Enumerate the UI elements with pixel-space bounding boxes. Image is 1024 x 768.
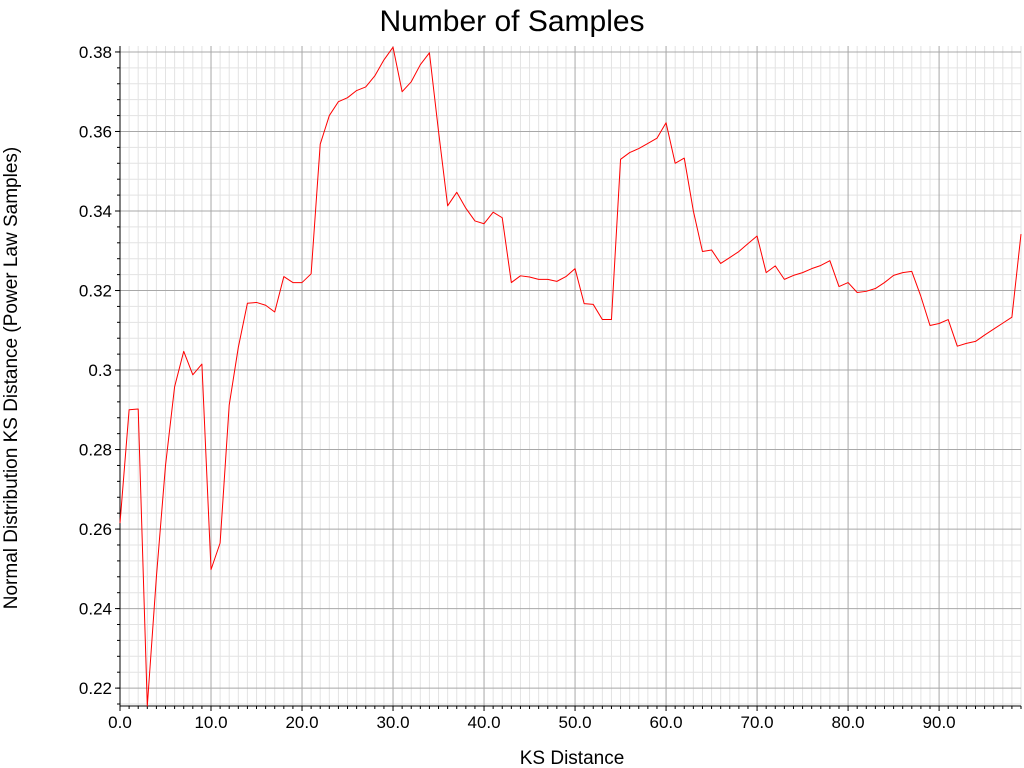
x-axis-ticks: 0.0 10.0 20.0 30.0 40.0 50.0 60.0 70.0 80.0 90.0 xyxy=(108,706,1022,732)
minor-grid xyxy=(120,46,1022,706)
axes xyxy=(119,46,1021,707)
y-axis-ticks: 0.22 0.24 0.26 0.28 0.3 0.32 0.34 0.36 0.38 xyxy=(79,43,120,705)
y-axis-label: Normal Distribution KS Distance (Power L… xyxy=(1,147,22,610)
x-tick-label: 70.0 xyxy=(741,713,774,732)
major-grid xyxy=(119,46,1021,706)
y-tick-label: 0.28 xyxy=(79,441,112,460)
x-tick-label: 10.0 xyxy=(194,713,227,732)
y-tick-label: 0.26 xyxy=(79,520,112,539)
y-tick-label: 0.38 xyxy=(79,43,112,62)
y-tick-label: 0.22 xyxy=(79,679,112,698)
y-tick-label: 0.32 xyxy=(79,282,112,301)
y-tick-label: 0.36 xyxy=(79,122,112,141)
x-tick-label: 20.0 xyxy=(285,713,318,732)
x-tick-label: 90.0 xyxy=(923,713,956,732)
x-tick-label: 50.0 xyxy=(559,713,592,732)
y-tick-label: 0.24 xyxy=(79,600,112,619)
x-tick-label: 0.0 xyxy=(108,713,132,732)
y-tick-label: 0.3 xyxy=(88,361,112,380)
x-tick-label: 60.0 xyxy=(650,713,683,732)
series-group xyxy=(119,46,1022,707)
x-tick-label: 30.0 xyxy=(376,713,409,732)
x-tick-label: 80.0 xyxy=(832,713,865,732)
chart-title: Number of Samples xyxy=(379,5,644,38)
x-tick-label: 40.0 xyxy=(467,713,500,732)
series-line xyxy=(119,46,1022,707)
y-tick-label: 0.34 xyxy=(79,202,112,221)
x-axis-label: KS Distance xyxy=(520,748,625,768)
